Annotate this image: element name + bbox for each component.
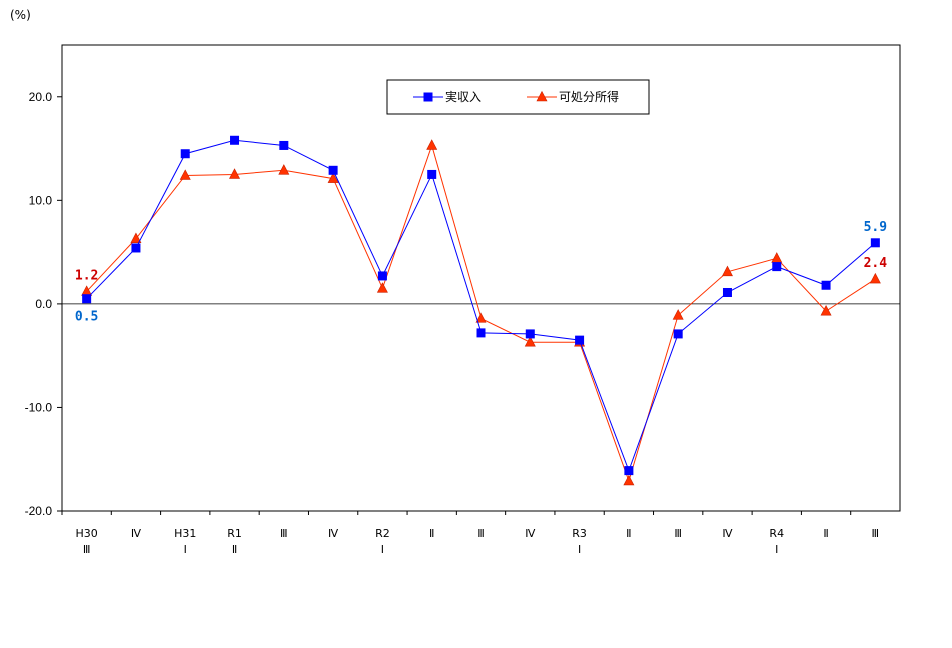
data-point-square [870, 238, 880, 248]
x-tick-label: R1 [227, 527, 242, 540]
data-point-triangle [869, 272, 881, 284]
data-point-triangle [130, 232, 142, 243]
data-point-square [377, 271, 387, 281]
x-tick-label: R2 [375, 527, 390, 540]
legend-marker-triangle [536, 90, 548, 102]
data-point-triangle [672, 309, 684, 320]
x-tick-label: Ⅱ [823, 527, 828, 540]
x-tick-label: Ⅱ [232, 543, 237, 556]
data-point-triangle [229, 168, 241, 179]
x-tick-label: Ⅳ [131, 527, 142, 540]
y-tick-label: 10.0 [29, 193, 53, 207]
x-tick-label: Ⅰ [775, 543, 778, 556]
data-point-square [427, 169, 437, 179]
data-label: 2.4 [864, 256, 888, 271]
series-line-actual-income [86, 139, 876, 473]
data-point-triangle [179, 169, 191, 180]
data-point-square [476, 328, 486, 338]
y-tick-label: -10.0 [25, 400, 53, 414]
data-point-square [180, 149, 190, 159]
data-point-triangle [278, 164, 290, 175]
data-labels: 0.5 1.2 5.9 2.4 [75, 220, 887, 325]
x-tick-label: Ⅲ [280, 527, 288, 540]
data-point-square [279, 140, 289, 150]
x-tick-label: Ⅲ [477, 527, 485, 540]
data-point-triangle [771, 252, 783, 263]
y-tick-label: -20.0 [25, 504, 53, 518]
x-tick-label: H30 [76, 527, 98, 540]
legend-marker-square [423, 92, 433, 102]
data-point-triangle [376, 282, 388, 293]
data-point-square [772, 262, 782, 272]
x-tick-label: Ⅳ [525, 527, 536, 540]
x-tick-label: Ⅳ [328, 527, 339, 540]
y-tick-label: 0.0 [35, 297, 52, 311]
data-point-square [673, 329, 683, 339]
y-unit-label: (%) [10, 8, 31, 22]
data-point-square [624, 466, 634, 476]
data-point-triangle [524, 336, 536, 347]
y-tick-label: 20.0 [29, 90, 53, 104]
x-tick-label: H31 [174, 527, 196, 540]
data-point-square [328, 165, 338, 175]
data-point-triangle [820, 304, 832, 316]
data-point-square [82, 294, 92, 304]
data-point-triangle [475, 312, 487, 323]
plot-frame [61, 44, 901, 512]
data-point-triangle [721, 265, 733, 277]
x-tick-label: Ⅳ [722, 527, 733, 540]
legend-label: 実収入 [445, 89, 481, 104]
x-tick-label: Ⅲ [83, 543, 91, 556]
axes: 20.0 10.0 0.0 -10.0 -20.0 H30 Ⅲ Ⅳ H31 Ⅰ R1 Ⅱ Ⅲ Ⅳ R2 Ⅰ Ⅱ Ⅲ… [25, 44, 901, 556]
x-tick-label: Ⅰ [578, 543, 581, 556]
x-tick-label: R3 [572, 527, 587, 540]
data-label: 5.9 [864, 220, 887, 235]
data-point-square [575, 335, 585, 345]
x-tick-label: Ⅰ [184, 543, 187, 556]
x-tick-label: Ⅲ [872, 527, 880, 540]
data-label: 1.2 [75, 268, 98, 283]
x-tick-label: Ⅲ [674, 527, 682, 540]
data-point-square [821, 280, 831, 290]
data-point-triangle [623, 474, 635, 486]
data-point-triangle [327, 172, 339, 183]
data-point-square [230, 135, 240, 145]
legend-label: 可処分所得 [559, 89, 619, 104]
data-point-triangle [426, 139, 438, 150]
data-point-square [525, 329, 535, 339]
data-label: 0.5 [75, 310, 98, 325]
legend: 実収入 可処分所得 [386, 79, 650, 115]
x-tick-label: Ⅱ [429, 527, 434, 540]
series-layer [81, 135, 881, 486]
data-point-square [131, 243, 141, 253]
x-tick-label: Ⅰ [381, 543, 384, 556]
x-tick-label: Ⅱ [626, 527, 631, 540]
x-tick-label: R4 [769, 527, 784, 540]
data-point-square [722, 287, 732, 297]
